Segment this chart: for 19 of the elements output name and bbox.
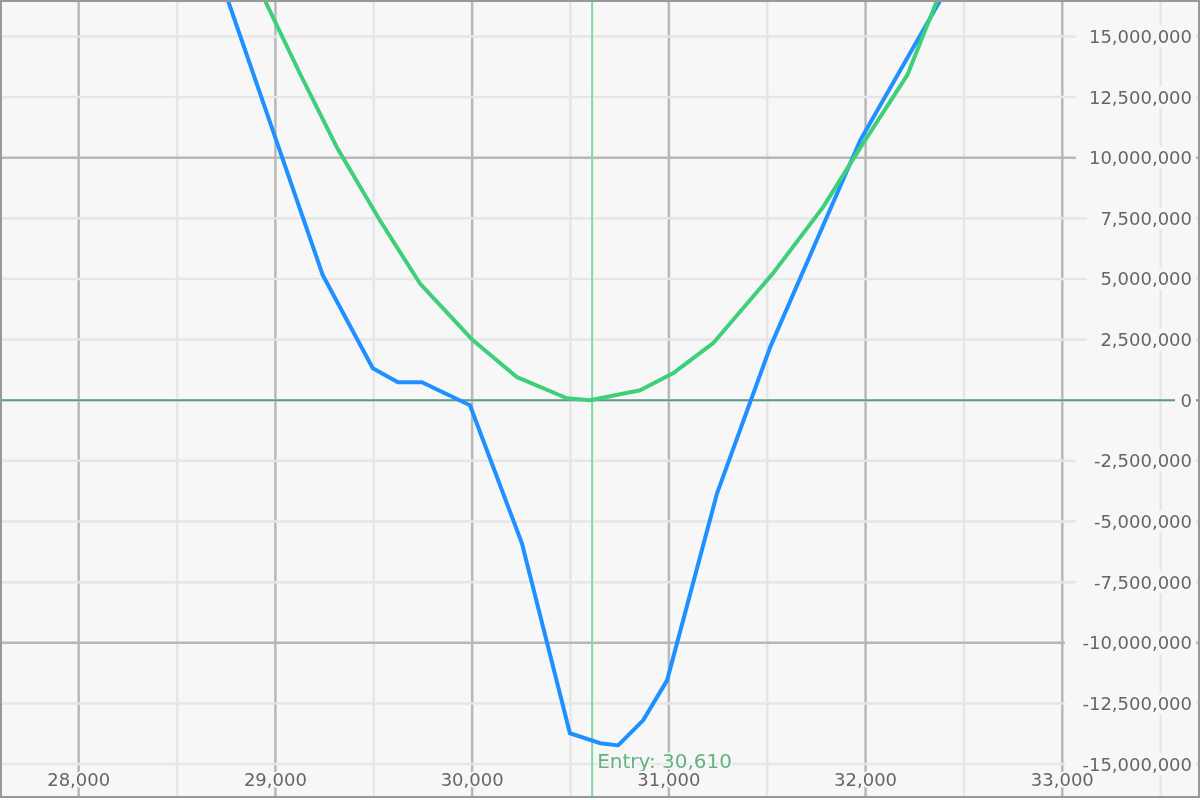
x-tick-label: 28,000	[47, 769, 111, 790]
x-tick-label: 29,000	[243, 769, 307, 790]
y-tick-label: -12,500,000	[1082, 692, 1192, 714]
y-tick-label: 12,500,000	[1088, 86, 1192, 108]
y-tick-label: 2,500,000	[1100, 329, 1192, 351]
y-tick-label: -10,000,000	[1082, 632, 1192, 654]
line-series	[262, 0, 940, 403]
y-tick-label: 10,000,000	[1088, 147, 1192, 169]
y-tick-label: 7,500,000	[1100, 207, 1192, 229]
y-tick-label: 15,000,000	[1088, 25, 1192, 47]
x-tick-label: 32,000	[834, 769, 898, 790]
y-tick-label: 0	[1180, 389, 1192, 411]
y-tick-label: -2,500,000	[1093, 450, 1192, 472]
y-tick-label: -7,500,000	[1093, 571, 1192, 593]
ref-line-label: Entry: 30,610	[597, 749, 732, 773]
y-tick-label: 5,000,000	[1100, 268, 1192, 290]
y-tick-label: -5,000,000	[1093, 510, 1192, 532]
line-series	[225, 0, 943, 748]
x-tick-label: 30,000	[440, 769, 504, 790]
